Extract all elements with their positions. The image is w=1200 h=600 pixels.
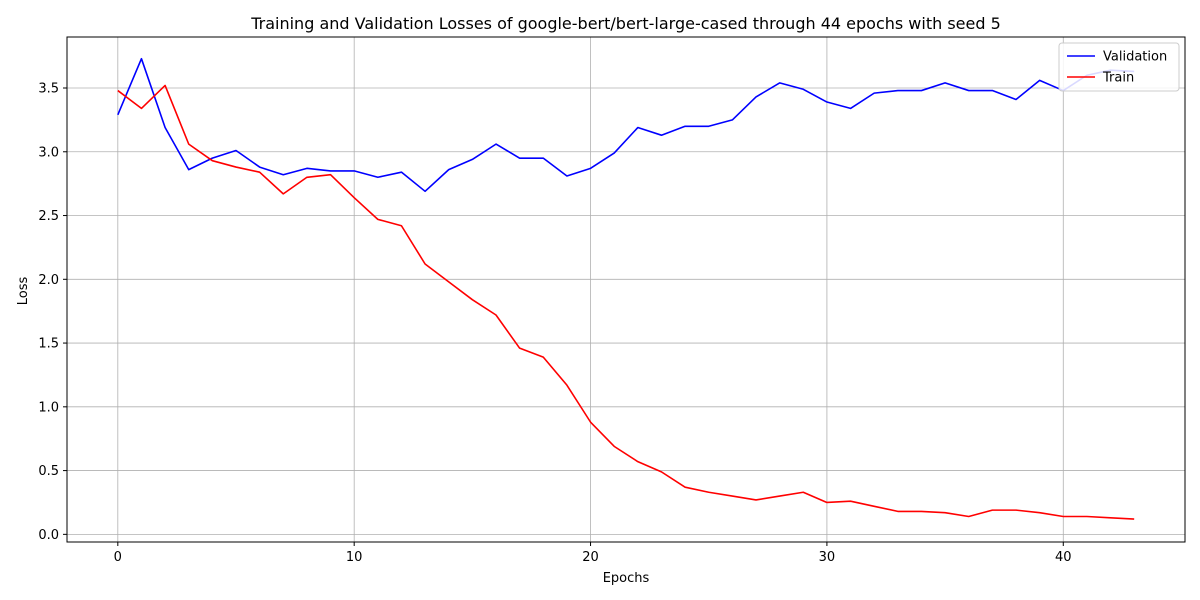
legend-label: Validation (1103, 50, 1167, 65)
x-tick-label: 30 (819, 550, 836, 565)
plot-frame (66, 36, 1186, 543)
x-axis: 0 10 20 30 40 (114, 542, 1072, 565)
y-tick-label: 1.5 (38, 337, 59, 352)
x-tick-label: 20 (582, 550, 599, 565)
y-tick-label: 1.0 (38, 400, 59, 415)
y-axis-label: Loss (16, 277, 31, 306)
y-tick-label: 0.0 (38, 528, 59, 543)
grid (67, 37, 1185, 542)
legend-box (1058, 42, 1180, 92)
y-tick-label: 3.5 (38, 82, 59, 97)
x-axis-label: Epochs (603, 571, 650, 586)
x-tick-label: 40 (1055, 550, 1072, 565)
x-tick-label: 10 (346, 550, 363, 565)
series-line-validation (117, 57, 1135, 193)
chart-title: Training and Validation Losses of google… (250, 14, 1001, 33)
y-tick-label: 2.5 (38, 209, 59, 224)
y-tick-label: 2.0 (38, 273, 59, 288)
x-tick-label: 0 (114, 550, 122, 565)
y-tick-label: 0.5 (38, 464, 59, 479)
series-line-train (117, 84, 1135, 520)
series-lines (117, 57, 1135, 520)
y-tick-label: 3.0 (38, 145, 59, 160)
y-axis: 0.0 0.5 1.0 1.5 2.0 2.5 3.0 3.5 (38, 82, 67, 543)
legend: Validation Train (1058, 42, 1180, 92)
legend-label: Train (1102, 71, 1134, 86)
